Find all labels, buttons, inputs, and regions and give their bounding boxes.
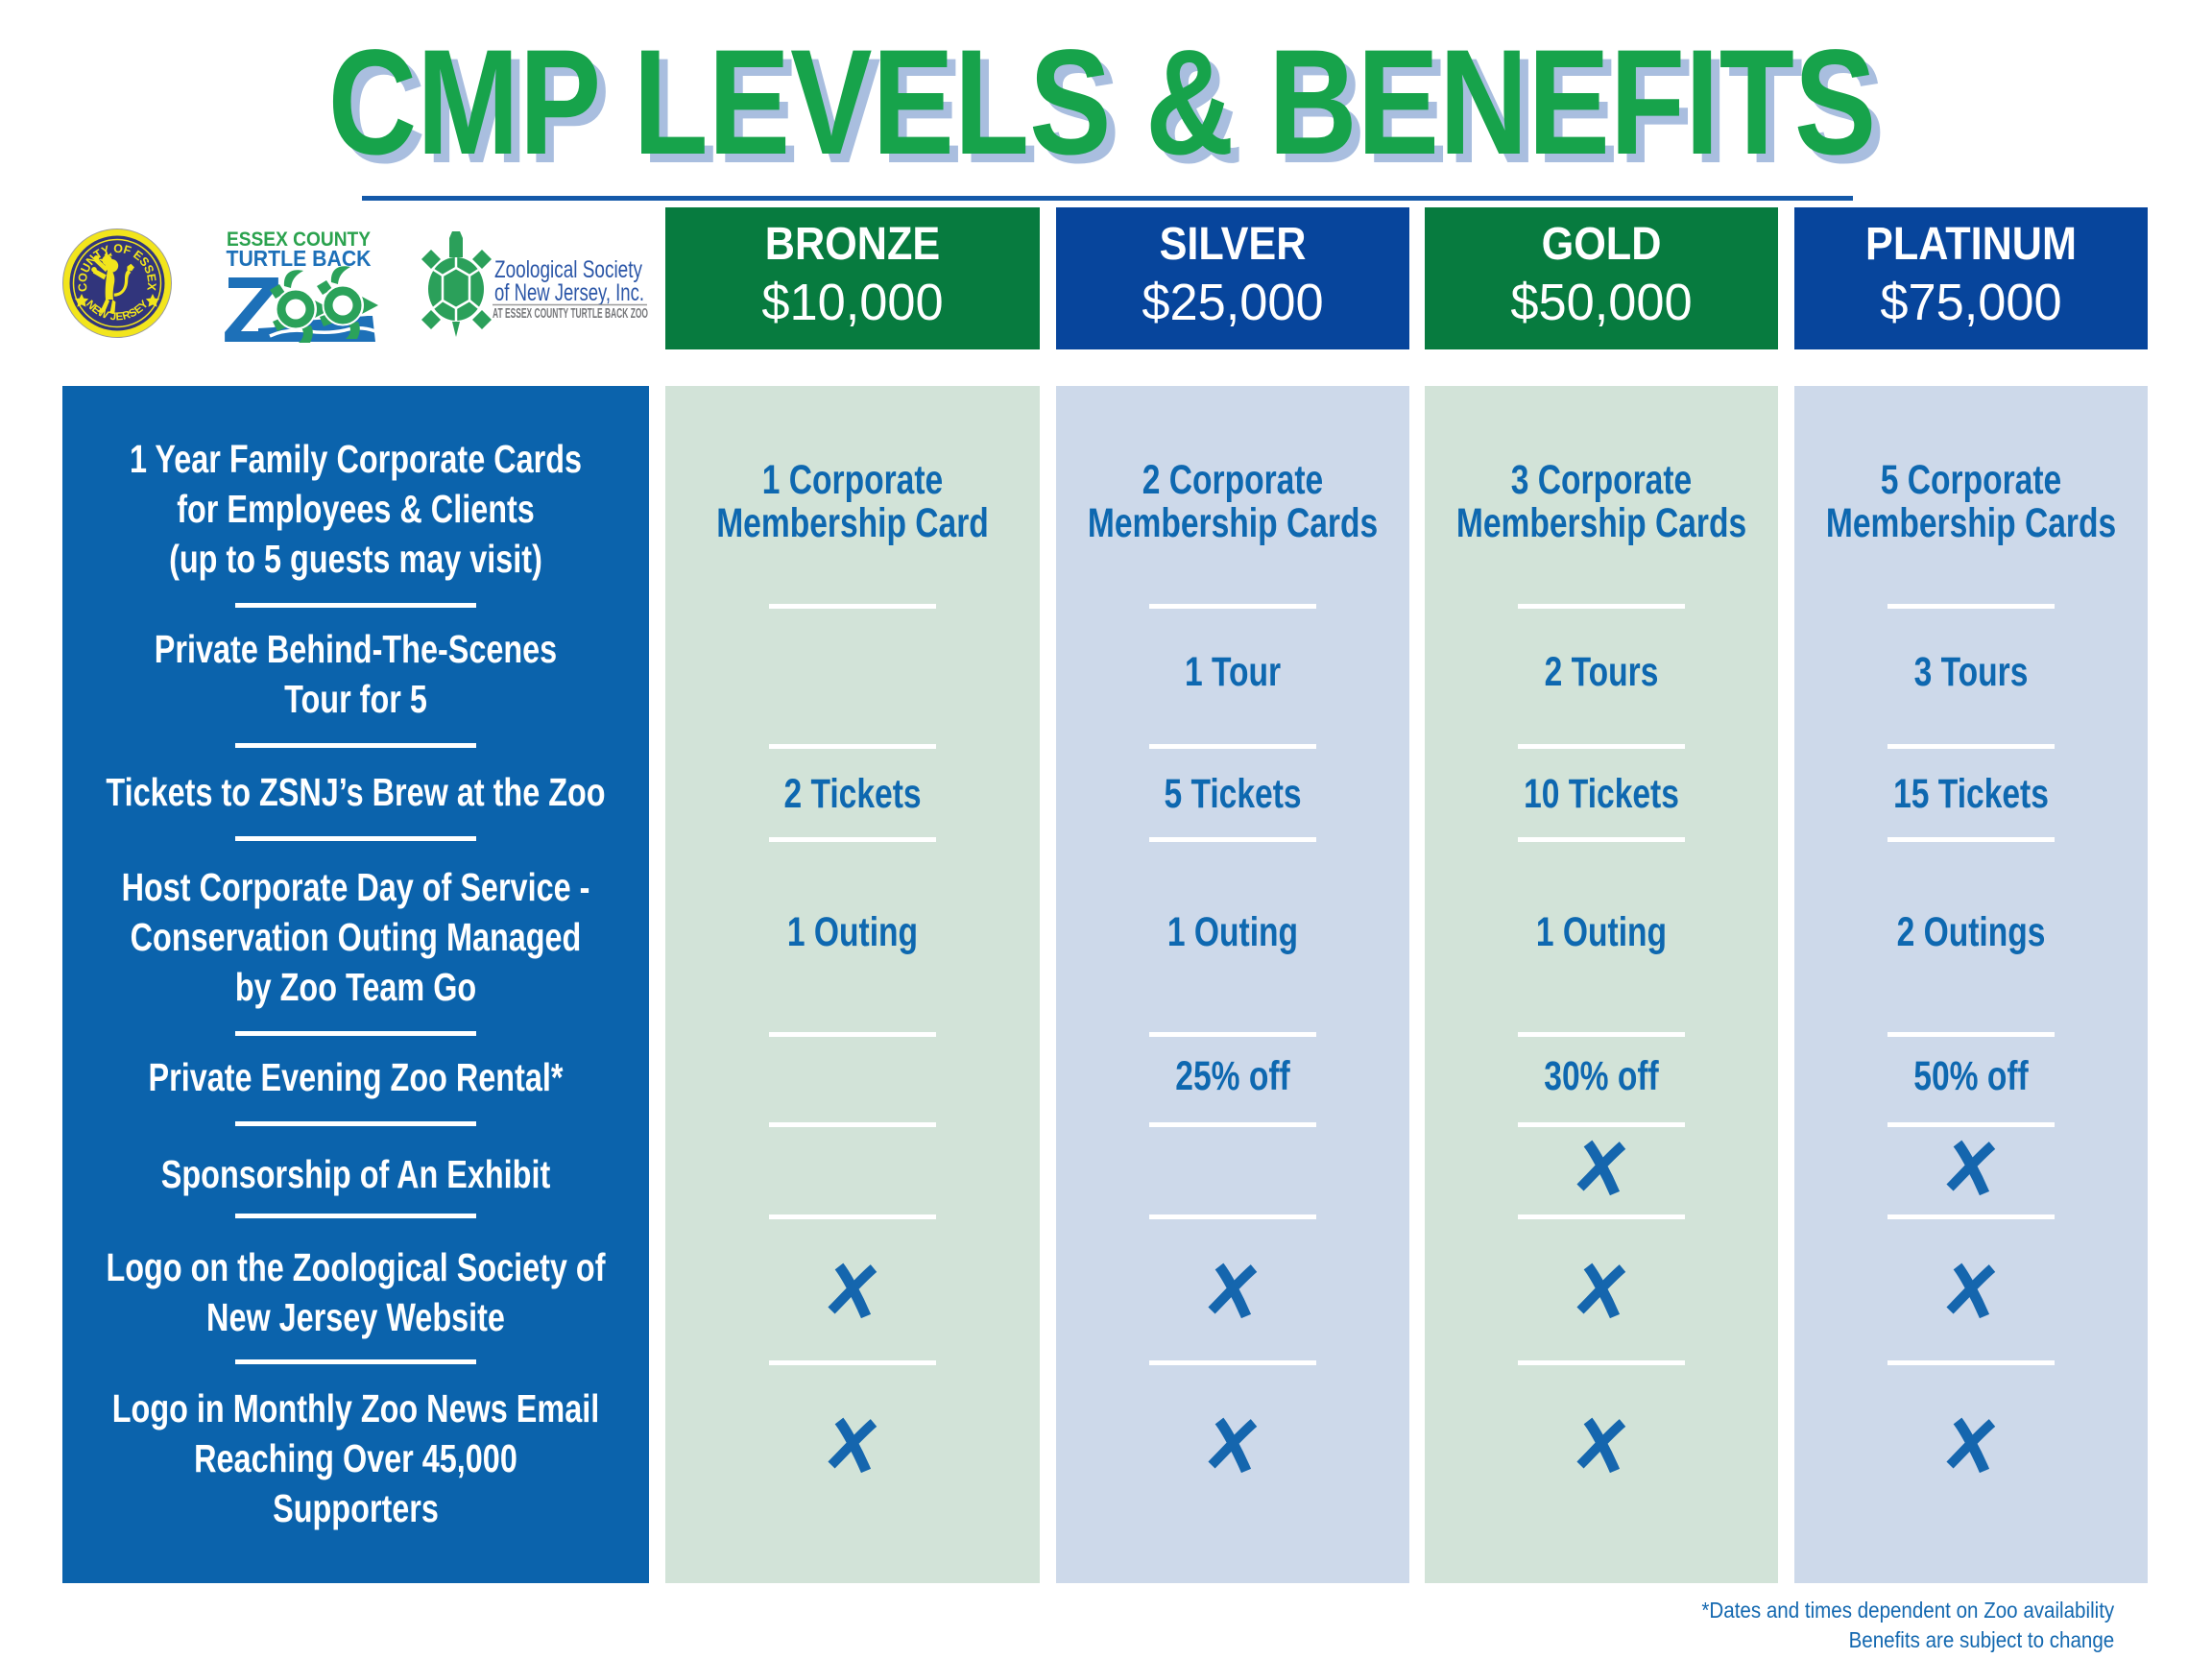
svg-text:ESSEX COUNTY: ESSEX COUNTY <box>227 228 371 251</box>
svg-text:AT ESSEX COUNTY TURTLE BACK ZO: AT ESSEX COUNTY TURTLE BACK ZOO <box>493 306 648 322</box>
svg-text:Zoological Society: Zoological Society <box>494 256 642 283</box>
svg-text:of New Jersey, Inc.: of New Jersey, Inc. <box>494 279 644 306</box>
